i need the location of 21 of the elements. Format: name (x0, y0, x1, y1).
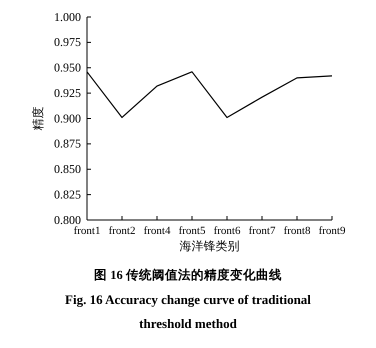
x-tick-label: front5 (178, 224, 206, 237)
text: Fig. 16 Accuracy change curve of traditional threshold method (65, 292, 312, 331)
y-tick-label: 1.000 (54, 10, 81, 24)
y-tick-label: 0.825 (54, 187, 81, 202)
y-tick-label: 0.800 (54, 212, 81, 227)
y-tick-label: 0.850 (54, 162, 81, 176)
x-tick-label: front7 (248, 224, 276, 237)
y-tick-label: 0.900 (54, 111, 81, 126)
x-tick-label: front2 (108, 224, 136, 237)
y-tick-label: 0.950 (54, 60, 81, 75)
y-tick-label: 0.875 (54, 136, 81, 151)
x-tick-label: front1 (74, 224, 100, 237)
x-tick-label: front8 (284, 224, 311, 237)
y-tick-label: 0.975 (54, 35, 81, 50)
x-axis-title: 海洋锋类别 (180, 239, 240, 253)
y-axis-title: 精度 (31, 106, 45, 130)
x-tick-label: front6 (214, 224, 241, 237)
y-tick-label: 0.925 (54, 86, 81, 100)
text: 图 16 传统阈值法的精度变化曲线 (94, 267, 282, 282)
x-tick-label: front4 (144, 224, 171, 237)
x-tick-label: front9 (318, 224, 346, 237)
